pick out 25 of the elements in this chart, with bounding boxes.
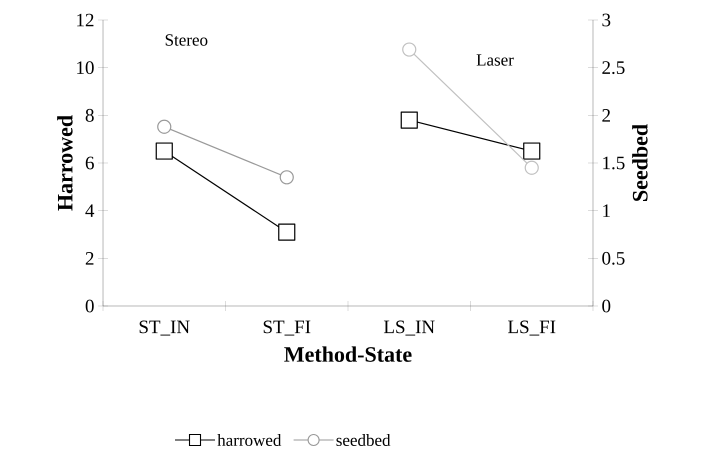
y2-axis-title: Seedbed [632,124,648,201]
annotation: Stereo [166,34,208,46]
y2-tick-label: 2 [602,109,610,122]
y-tick-label: 2 [86,252,94,265]
x-tick-label: ST_FI [264,320,310,336]
y2-tick-label: 3 [602,14,610,26]
y-axis-title: Harrowed [57,115,73,211]
x-tick-label: LS_FI [508,320,556,336]
y-tick-label: 8 [86,108,94,122]
y-tick-label: 4 [85,204,94,217]
y-tick-label: 12 [77,14,94,26]
x-tick-label: ST_IN [140,320,190,336]
legend-label: harrowed [217,434,282,446]
y-tick-label: 10 [77,61,94,74]
y2-tick-label: 0.5 [602,252,625,265]
y2-tick-label: 1.5 [603,156,625,170]
y-tick-label: 6 [86,156,94,170]
y-tick-label: 0 [86,300,94,312]
y2-tick-label: 1 [603,204,610,217]
legend-label: seedbed [336,434,390,446]
y2-tick-label: 0 [602,300,610,312]
x-tick-label: LS_IN [384,320,435,336]
annotation: Laser [476,54,514,66]
y2-tick-label: 2.5 [602,61,625,74]
x-axis-title: Method-State [284,346,412,362]
